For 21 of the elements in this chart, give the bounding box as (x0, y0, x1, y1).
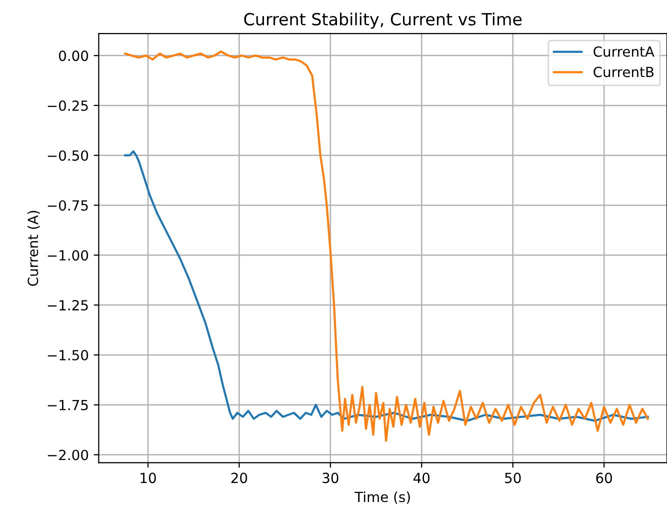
legend-label: CurrentA (594, 46, 654, 57)
x-tick-label: 30 (322, 472, 338, 484)
line-series (124, 150, 649, 422)
x-tick-label: 50 (505, 472, 521, 484)
y-tick-label: 0.00 (58, 50, 88, 62)
y-tick-label: −2.00 (48, 450, 88, 460)
y-tick-label: −0.50 (48, 150, 88, 161)
x-tick-label: 40 (413, 472, 430, 484)
x-tick-label: 60 (596, 472, 612, 484)
y-axis-title: Current (A) (27, 210, 40, 286)
legend-label: CurrentB (594, 66, 654, 78)
x-tick-label: 10 (140, 472, 156, 484)
y-tick-label: −0.75 (48, 200, 88, 211)
x-axis-title: Time (s) (354, 491, 410, 504)
x-tick-label: 20 (231, 472, 248, 484)
y-tick-label: −1.00 (48, 250, 88, 261)
y-tick-label: −1.25 (48, 300, 88, 311)
y-tick-label: −1.75 (48, 400, 88, 410)
chart-title: Current Stability, Current vs Time (244, 12, 522, 29)
y-tick-label: −1.50 (48, 350, 88, 360)
y-tick-label: −0.25 (48, 100, 88, 111)
